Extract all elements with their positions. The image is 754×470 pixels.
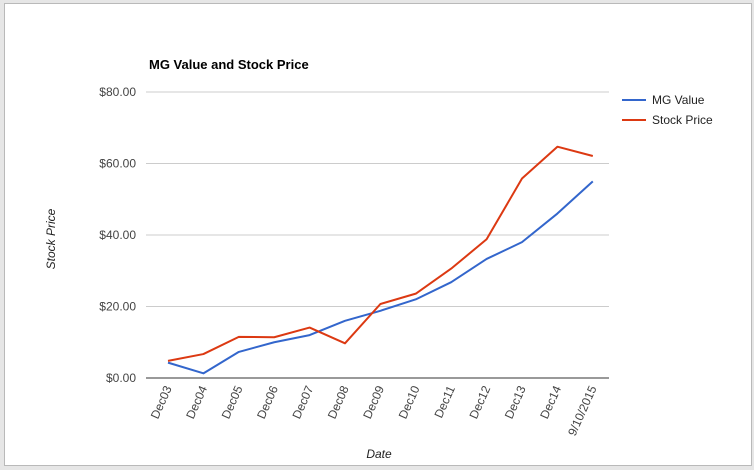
y-axis-ticks: $0.00 $20.00 $40.00 $60.00 $80.00: [99, 85, 136, 385]
x-tick-label: 9/10/2015: [565, 383, 600, 438]
y-tick-label: $20.00: [99, 300, 136, 314]
series-line: [167, 180, 594, 375]
y-tick-label: $40.00: [99, 228, 136, 242]
line-chart: MG Value and Stock Price $0.00 $20.00 $40.…: [44, 57, 713, 461]
series-lines: [167, 145, 594, 375]
x-tick-label: Dec08: [325, 383, 352, 421]
x-axis-ticks: Dec03 Dec04 Dec05 Dec06 Dec07 Dec08 Dec09 Dec10…: [148, 383, 600, 438]
series-line: [167, 145, 594, 362]
x-axis-title: Date: [366, 447, 392, 461]
legend: MG Value Stock Price: [622, 93, 713, 127]
x-tick-label: Dec03: [148, 383, 175, 421]
y-axis-title: Stock Price: [44, 208, 58, 269]
gridlines: [146, 91, 609, 379]
x-tick-label: Dec05: [219, 383, 246, 421]
legend-label: Stock Price: [652, 113, 713, 127]
x-tick-label: Dec13: [502, 383, 529, 421]
legend-label: MG Value: [652, 93, 705, 107]
x-tick-label: Dec06: [254, 383, 281, 421]
x-tick-label: Dec10: [396, 383, 423, 421]
x-tick-label: Dec04: [183, 383, 210, 421]
chart-title: MG Value and Stock Price: [149, 57, 309, 72]
x-tick-label: Dec12: [466, 383, 493, 421]
x-tick-label: Dec11: [431, 383, 458, 420]
x-tick-label: Dec14: [537, 383, 564, 421]
y-tick-label: $0.00: [106, 371, 136, 385]
y-tick-label: $80.00: [99, 85, 136, 99]
x-tick-label: Dec07: [289, 383, 316, 421]
x-tick-label: Dec09: [360, 383, 387, 421]
y-tick-label: $60.00: [99, 157, 136, 171]
chart-container[interactable]: MG Value and Stock Price $0.00 $20.00 $40.…: [4, 3, 752, 466]
